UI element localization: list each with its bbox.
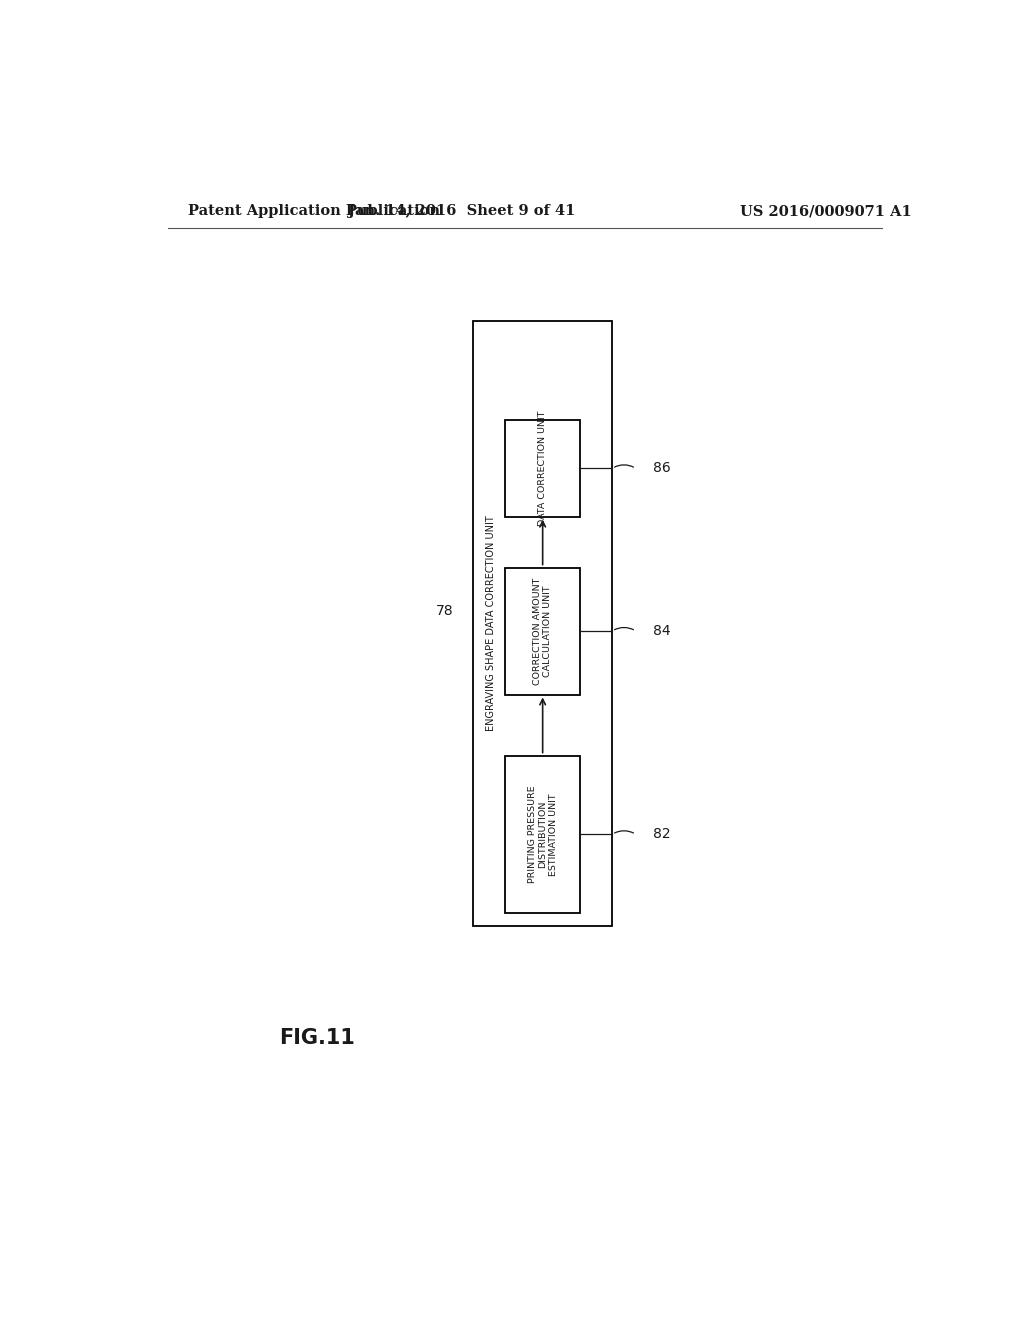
Text: 86: 86: [653, 462, 671, 475]
Bar: [505, 755, 581, 913]
Text: FIG.11: FIG.11: [279, 1027, 354, 1048]
Text: 84: 84: [653, 624, 671, 638]
Text: 82: 82: [653, 828, 671, 841]
Bar: [505, 420, 581, 516]
Text: 78: 78: [436, 605, 454, 618]
Text: DATA CORRECTION UNIT: DATA CORRECTION UNIT: [539, 411, 547, 527]
Bar: [505, 568, 581, 694]
Text: ENGRAVING SHAPE DATA CORRECTION UNIT: ENGRAVING SHAPE DATA CORRECTION UNIT: [485, 516, 496, 731]
Text: US 2016/0009071 A1: US 2016/0009071 A1: [740, 205, 912, 218]
Text: Jan. 14, 2016  Sheet 9 of 41: Jan. 14, 2016 Sheet 9 of 41: [347, 205, 575, 218]
Text: PRINTING PRESSURE
DISTRIBUTION
ESTIMATION UNIT: PRINTING PRESSURE DISTRIBUTION ESTIMATIO…: [527, 785, 557, 883]
Bar: [473, 321, 612, 925]
Text: CORRECTION AMOUNT
CALCULATION UNIT: CORRECTION AMOUNT CALCULATION UNIT: [532, 577, 552, 685]
Text: Patent Application Publication: Patent Application Publication: [187, 205, 439, 218]
